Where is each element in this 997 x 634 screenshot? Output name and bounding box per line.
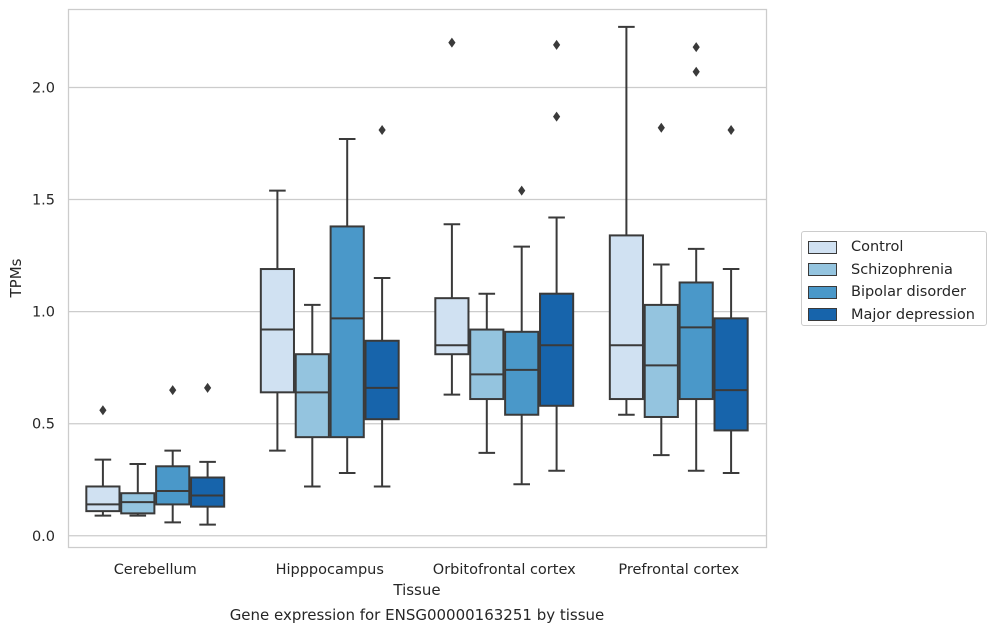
outlier-point bbox=[448, 37, 456, 48]
box-major-depression-orbitofrontal-cortex bbox=[539, 39, 575, 472]
box-schizophrenia-orbitofrontal-cortex bbox=[469, 292, 505, 454]
x-axis-label: Tissue bbox=[392, 581, 440, 599]
box-control-prefrontal-cortex bbox=[608, 25, 644, 416]
y-tick-labels: 0.0 0.5 1.0 1.5 2.0 bbox=[32, 80, 55, 544]
outlier-point bbox=[378, 125, 386, 136]
legend-item-schizophrenia: Schizophrenia bbox=[808, 259, 986, 282]
outlier-point bbox=[692, 42, 700, 53]
box-bipolar-disorder-orbitofrontal-cortex bbox=[504, 185, 540, 486]
legend-label-major-depression: Major depression bbox=[851, 306, 975, 323]
box-control-cerebellum bbox=[85, 405, 121, 517]
box-iqr bbox=[190, 476, 226, 508]
x-tick-label: Orbitofrontal cortex bbox=[433, 562, 576, 578]
figure-caption: Gene expression for ENSG00000163251 by t… bbox=[229, 606, 605, 624]
box-iqr bbox=[155, 465, 191, 506]
box-iqr bbox=[85, 485, 121, 513]
box-iqr bbox=[678, 281, 714, 401]
legend-swatch-schizophrenia bbox=[808, 263, 837, 277]
outlier-point bbox=[727, 125, 735, 136]
box-series bbox=[85, 25, 749, 526]
series-major-depression bbox=[190, 39, 749, 526]
outlier-point bbox=[692, 66, 700, 77]
x-tick-label: Hipppocampus bbox=[276, 562, 384, 578]
box-schizophrenia-cerebellum bbox=[120, 463, 156, 517]
box-iqr bbox=[504, 330, 540, 416]
series-schizophrenia bbox=[120, 122, 679, 517]
outlier-point bbox=[169, 385, 177, 396]
legend-swatch-major-depression bbox=[808, 308, 837, 322]
legend: Control Schizophrenia Bipolar disorder M… bbox=[801, 231, 987, 326]
box-iqr bbox=[329, 225, 365, 439]
box-iqr bbox=[608, 234, 644, 401]
box-iqr bbox=[294, 353, 330, 439]
box-iqr bbox=[469, 328, 505, 401]
box-iqr bbox=[259, 268, 295, 394]
outlier-point bbox=[204, 382, 212, 393]
box-iqr bbox=[364, 339, 400, 421]
plot-frame bbox=[67, 8, 768, 549]
outlier-point bbox=[553, 111, 561, 122]
legend-item-bipolar-disorder: Bipolar disorder bbox=[808, 281, 986, 304]
box-iqr bbox=[120, 492, 156, 515]
box-bipolar-disorder-hipppocampus bbox=[329, 138, 365, 475]
legend-swatch-control bbox=[808, 240, 837, 254]
legend-swatch-bipolar-disorder bbox=[808, 285, 837, 299]
series-bipolar-disorder bbox=[155, 42, 714, 524]
legend-label-schizophrenia: Schizophrenia bbox=[851, 261, 953, 278]
box-control-orbitofrontal-cortex bbox=[434, 37, 470, 396]
legend-label-bipolar-disorder: Bipolar disorder bbox=[851, 284, 966, 301]
legend-item-major-depression: Major depression bbox=[808, 304, 986, 327]
box-major-depression-prefrontal-cortex bbox=[713, 125, 749, 475]
y-tick-label: 0.5 bbox=[32, 417, 55, 433]
box-iqr bbox=[539, 292, 575, 407]
y-tick-label: 0.0 bbox=[32, 529, 55, 545]
box-control-hipppocampus bbox=[259, 189, 295, 452]
y-tick-label: 1.0 bbox=[32, 305, 55, 321]
box-major-depression-cerebellum bbox=[190, 382, 226, 526]
outlier-point bbox=[518, 185, 526, 196]
y-tick-label: 2.0 bbox=[32, 80, 55, 96]
outlier-point bbox=[99, 405, 107, 416]
box-schizophrenia-hipppocampus bbox=[294, 303, 330, 488]
box-iqr bbox=[643, 303, 679, 418]
box-bipolar-disorder-prefrontal-cortex bbox=[678, 42, 714, 472]
box-bipolar-disorder-cerebellum bbox=[155, 385, 191, 524]
y-axis-label: TPMs bbox=[7, 258, 25, 298]
y-tick-label: 1.5 bbox=[32, 193, 55, 209]
box-major-depression-hipppocampus bbox=[364, 125, 400, 488]
series-control bbox=[85, 25, 644, 517]
outlier-point bbox=[553, 39, 561, 50]
legend-label-control: Control bbox=[851, 239, 904, 256]
box-iqr bbox=[713, 317, 749, 432]
box-schizophrenia-prefrontal-cortex bbox=[643, 122, 679, 457]
grid-lines bbox=[68, 86, 766, 537]
legend-item-control: Control bbox=[808, 236, 986, 259]
x-tick-label: Prefrontal cortex bbox=[618, 562, 739, 578]
outlier-point bbox=[657, 122, 665, 133]
x-tick-label: Cerebellum bbox=[114, 562, 197, 578]
x-tick-labels: Cerebellum Hipppocampus Orbitofrontal cort… bbox=[114, 562, 740, 578]
